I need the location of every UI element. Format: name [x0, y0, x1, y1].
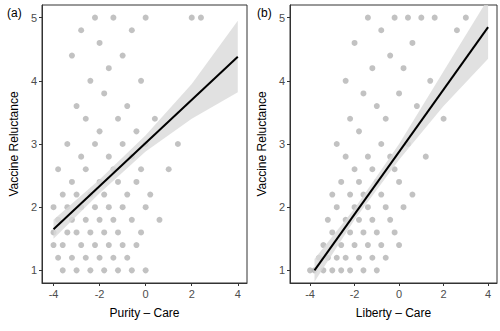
svg-text:1: 1 [279, 264, 285, 276]
svg-text:Vaccine Reluctance: Vaccine Reluctance [255, 91, 269, 196]
svg-text:3: 3 [31, 138, 37, 150]
svg-text:1: 1 [31, 264, 37, 276]
svg-text:4: 4 [235, 288, 241, 300]
svg-text:0: 0 [396, 288, 402, 300]
svg-text:-2: -2 [350, 288, 360, 300]
svg-text:-4: -4 [49, 288, 59, 300]
svg-text:-2: -2 [95, 288, 105, 300]
svg-text:0: 0 [143, 288, 149, 300]
svg-text:Purity – Care: Purity – Care [109, 306, 179, 320]
svg-text:4: 4 [31, 75, 37, 87]
svg-text:4: 4 [279, 75, 285, 87]
svg-text:2: 2 [31, 201, 37, 213]
svg-text:3: 3 [279, 138, 285, 150]
svg-text:Vaccine Reluctance: Vaccine Reluctance [7, 91, 21, 196]
svg-text:-4: -4 [305, 288, 315, 300]
svg-text:5: 5 [279, 12, 285, 24]
svg-text:2: 2 [441, 288, 447, 300]
svg-text:2: 2 [189, 288, 195, 300]
svg-text:4: 4 [485, 288, 491, 300]
svg-text:Liberty – Care: Liberty – Care [356, 306, 432, 320]
svg-text:(a): (a) [7, 6, 22, 20]
svg-text:5: 5 [31, 12, 37, 24]
svg-text:(b): (b) [257, 6, 272, 20]
svg-text:2: 2 [279, 201, 285, 213]
